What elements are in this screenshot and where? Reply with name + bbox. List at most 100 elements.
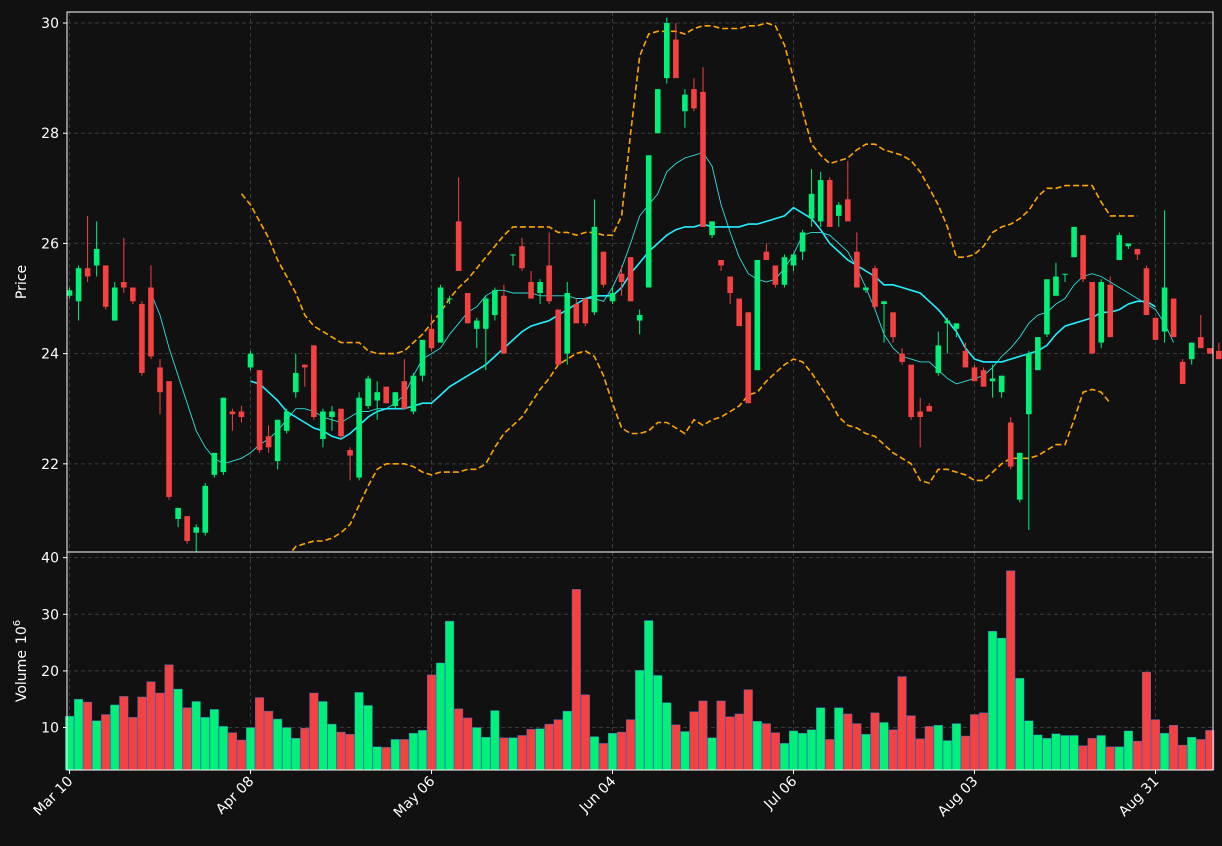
candle-body [1143, 268, 1150, 316]
volume-bar [499, 737, 509, 771]
volume-bar [481, 736, 491, 771]
candle-body [1125, 243, 1132, 247]
volume-bar [74, 699, 84, 771]
candle-body [320, 411, 326, 440]
volume-bar [1160, 732, 1170, 771]
candle-body [528, 282, 534, 299]
volume-bar [589, 736, 599, 771]
volume-bar [463, 717, 473, 771]
candle-body [75, 268, 82, 302]
candle-body [799, 232, 806, 252]
volume-bar [635, 670, 645, 771]
candle-body [139, 304, 145, 373]
volume-bar [816, 707, 826, 771]
candle-body [519, 246, 525, 269]
volume-bar [372, 746, 382, 771]
candle-body [446, 298, 453, 300]
volume-bar [209, 709, 219, 771]
candle-body [582, 298, 589, 324]
candle-body [311, 345, 317, 417]
candle-body [763, 251, 770, 260]
candle-body [157, 367, 163, 393]
candle-body [591, 226, 598, 313]
volume-bar [436, 662, 446, 771]
candle-body [374, 392, 380, 401]
candle-body [863, 287, 869, 291]
candle-body [1035, 337, 1041, 371]
volume-bar [1141, 671, 1151, 771]
volume-bar [336, 731, 346, 771]
volume-bar [997, 637, 1007, 771]
volume-bar [218, 726, 228, 771]
candle-body [908, 364, 914, 417]
candle-body [1044, 279, 1050, 335]
candle-body [329, 411, 335, 417]
volume-bar [680, 731, 690, 771]
candle-body [1007, 422, 1014, 467]
volume-bar [137, 696, 147, 771]
upper-band-line [240, 22, 1138, 355]
volume-bar [888, 729, 898, 771]
volume-bar [390, 739, 400, 771]
candle-body [338, 408, 344, 437]
candle-body [283, 411, 290, 431]
volume-bar [834, 707, 844, 771]
volume-bar [644, 620, 654, 771]
volume-bar [562, 710, 572, 771]
candle-body [618, 273, 625, 282]
candle-body [220, 397, 227, 473]
candle-body [645, 155, 652, 288]
candle-body [84, 268, 91, 277]
candle-body [673, 39, 679, 79]
candle-body [1188, 342, 1195, 360]
candle-body [971, 367, 978, 382]
candle-body [1016, 452, 1023, 500]
candle-body [66, 290, 73, 296]
volume-bar [1196, 739, 1206, 771]
volume-bar [580, 694, 590, 771]
volume-bar [1123, 730, 1133, 771]
candle-body [166, 381, 172, 497]
candle-body [980, 370, 987, 387]
candle-body [392, 392, 399, 406]
candle-body [274, 419, 281, 462]
volume-bar [571, 589, 581, 771]
candle-body [256, 370, 263, 451]
candle-body [148, 287, 154, 357]
price-tick-label: 26 [41, 236, 59, 252]
candle-body [428, 328, 435, 349]
volume-bar [598, 743, 608, 771]
bollinger-bands [240, 22, 1138, 552]
volume-bar [707, 737, 717, 771]
candle-body [365, 378, 371, 406]
candle-body [356, 397, 362, 478]
volume-bar [1132, 740, 1142, 771]
volume-bar [282, 727, 292, 771]
candle-body [872, 268, 878, 307]
candle-body [193, 527, 199, 533]
volume-bar [1105, 746, 1115, 771]
volume-bar [381, 747, 391, 771]
candle-body [483, 298, 489, 329]
volume-bar [1015, 678, 1025, 771]
volume-bar [770, 732, 780, 771]
volume-bar [273, 718, 283, 771]
volume-bar [689, 711, 699, 771]
price-tick-label: 24 [41, 347, 59, 363]
volume-bar [291, 738, 301, 771]
candle-body [437, 287, 444, 343]
candle-body [564, 293, 571, 354]
volume-bar [1096, 735, 1106, 771]
candle-body [292, 372, 299, 393]
candle-body [700, 91, 706, 227]
price-tick-label: 28 [41, 126, 59, 142]
volume-bar [544, 723, 554, 771]
candle-body [573, 304, 580, 324]
volume-bar [752, 721, 762, 771]
candle-body [790, 254, 797, 266]
price-tick-label: 22 [41, 457, 59, 473]
volume-bar [942, 740, 952, 771]
volume-bar [725, 716, 735, 771]
